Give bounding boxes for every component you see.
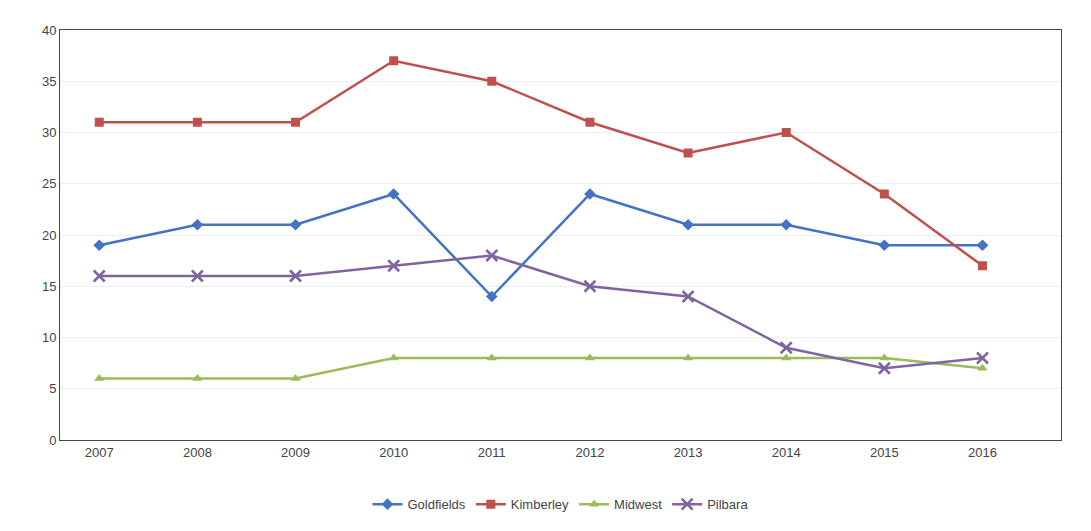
svg-text:2016: 2016	[968, 445, 997, 460]
svg-text:35: 35	[42, 74, 56, 89]
svg-text:2009: 2009	[281, 445, 310, 460]
svg-text:Pilbara: Pilbara	[707, 497, 748, 512]
svg-text:40: 40	[42, 23, 56, 38]
svg-text:Kimberley: Kimberley	[511, 497, 569, 512]
svg-text:25: 25	[42, 176, 56, 191]
svg-text:2008: 2008	[183, 445, 212, 460]
svg-text:20: 20	[42, 228, 56, 243]
svg-text:30: 30	[42, 125, 56, 140]
svg-text:0: 0	[49, 433, 56, 448]
svg-text:Goldfields: Goldfields	[408, 497, 466, 512]
svg-text:2015: 2015	[870, 445, 899, 460]
svg-text:2011: 2011	[478, 445, 506, 460]
svg-text:5: 5	[49, 381, 56, 396]
svg-text:2012: 2012	[575, 445, 604, 460]
svg-text:2007: 2007	[85, 445, 114, 460]
svg-text:2014: 2014	[772, 445, 801, 460]
svg-text:Midwest: Midwest	[614, 497, 662, 512]
svg-text:15: 15	[42, 279, 56, 294]
svg-text:2013: 2013	[674, 445, 703, 460]
svg-text:2010: 2010	[379, 445, 408, 460]
svg-text:10: 10	[42, 330, 56, 345]
